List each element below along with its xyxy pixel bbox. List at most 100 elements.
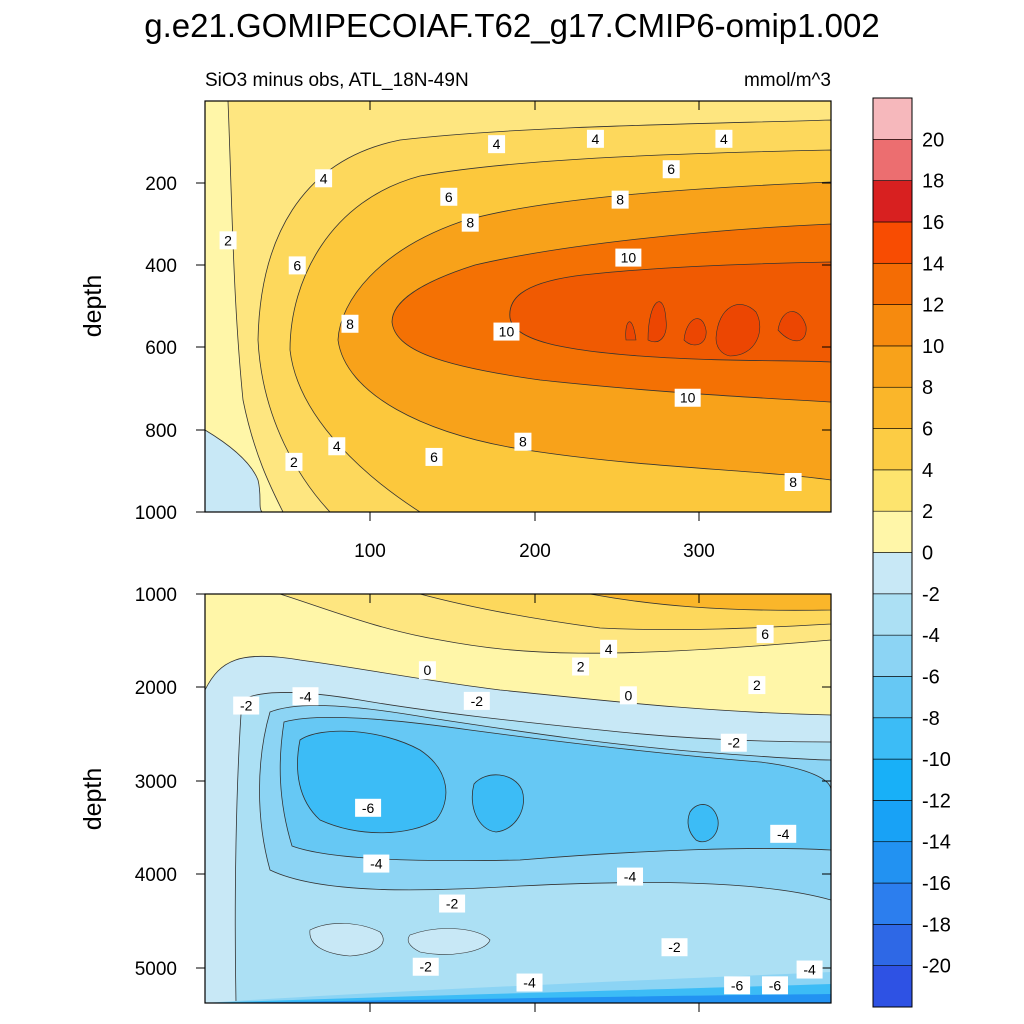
upper-panel: SiO3 minus obs, ATL_18N-49N mmol/m^3 200… (79, 70, 832, 562)
contour-label-bg (661, 938, 688, 957)
colorbar-segment (872, 469, 913, 512)
contour-label: -4 (299, 688, 312, 704)
contour-label-bg (796, 960, 823, 979)
lower-deep-lobe-b (407, 928, 491, 955)
colorbar-tick-label: 10 (922, 336, 944, 358)
colorbar-tick-label: -6 (922, 666, 940, 688)
colorbar-segment (872, 841, 913, 884)
contour-label-bg (439, 894, 466, 913)
contour-label: 4 (493, 136, 501, 152)
contour-label-bg (463, 691, 490, 710)
lower-ytick-label: 4000 (135, 865, 177, 886)
colorbar-segment (872, 593, 913, 636)
lower-level-minus10tominus8-b (471, 774, 524, 833)
colorbar-segment (872, 924, 913, 966)
lower-y-axis-title: depth (79, 768, 107, 831)
colorbar-segment (872, 386, 913, 429)
upper-ytick-label: 400 (145, 256, 177, 277)
colorbar-tick-label: 14 (922, 253, 944, 275)
contour-label-bg (748, 676, 766, 695)
contour-label: 10 (680, 390, 696, 406)
contour-label-bg (341, 314, 359, 333)
contour-label: -2 (471, 693, 484, 709)
colorbar-tick-label: 16 (922, 212, 944, 234)
contour-label: 0 (624, 687, 632, 703)
contour-label-bg (770, 824, 797, 843)
colorbar-tick-label: -20 (922, 956, 951, 978)
upper-ytick-label: 600 (145, 338, 177, 359)
contour-label: -4 (624, 869, 637, 885)
contour-label-bg (288, 256, 306, 275)
contour-label: 2 (290, 454, 298, 470)
contour-label-bg (615, 248, 642, 267)
contour-label-bg (784, 472, 802, 491)
colorbar-tick-label: 12 (922, 295, 944, 317)
colorbar: 20181614121086420-2-4-6-8-10-12-14-16-18… (872, 97, 951, 1008)
contour-label-bg (611, 190, 629, 209)
lower-ytick-label: 5000 (135, 959, 177, 980)
lower-bottom-band-3 (205, 994, 831, 1003)
contour-label-bg (461, 213, 479, 232)
contour-label: -4 (803, 962, 816, 978)
contour-label-bg (315, 169, 333, 188)
lower-panel: 1000 2000 3000 4000 5000 depth 6 4 2 0 2 0 -4 -… (79, 585, 832, 1012)
contour-label: -6 (731, 977, 744, 993)
contour-label: -2 (240, 698, 253, 714)
colorbar-segment (872, 304, 913, 347)
colorbar-segment (872, 345, 913, 388)
upper-xtick-label: 100 (354, 541, 386, 562)
contour-label: -2 (446, 896, 459, 912)
upper-xtick-label: 200 (519, 541, 551, 562)
contour-label: -6 (362, 800, 375, 816)
upper-x-axis: 100 200 300 (354, 101, 715, 562)
colorbar-tick-label: -16 (922, 873, 951, 895)
contour-label: 4 (320, 170, 328, 186)
upper-xtick-label: 300 (683, 541, 715, 562)
colorbar-tick-label: 6 (922, 419, 933, 441)
upper-ytick-label: 200 (145, 174, 177, 195)
contour-label-bg (219, 231, 237, 250)
contour-label: 4 (720, 131, 728, 147)
contour-label: 8 (519, 434, 527, 450)
contour-label: 8 (789, 474, 797, 490)
colorbar-segment (872, 717, 913, 760)
contour-label-bg (418, 661, 436, 680)
colorbar-segment (872, 97, 913, 140)
upper-negative-region (205, 429, 263, 512)
contour-label: 2 (224, 232, 232, 248)
contour-label-bg (617, 867, 644, 886)
colorbar-segment (872, 552, 913, 595)
contour-label: 8 (616, 192, 624, 208)
colorbar-tick-label: -2 (922, 584, 940, 606)
contour-label-bg (425, 447, 443, 466)
lower-level-minus10tominus8-c (687, 804, 719, 843)
lower-level-minus10tominus8-a (297, 730, 447, 834)
upper-ytick-label: 800 (145, 421, 177, 442)
contour-label-bg (285, 452, 303, 471)
contour-label-bg (516, 973, 543, 992)
contour-label-bg (328, 437, 346, 456)
contour-label: 6 (667, 161, 675, 177)
contour-label-bg (412, 957, 439, 976)
colorbar-tick-label: -4 (922, 625, 940, 647)
colorbar-segment (872, 428, 913, 471)
contour-label-bg (292, 687, 319, 706)
contour-label-bg (720, 733, 747, 752)
colorbar-segment (872, 139, 913, 181)
contour-label-bg (363, 854, 390, 873)
colorbar-segment (872, 634, 913, 677)
lower-contour-field (205, 594, 831, 1003)
colorbar-frame (872, 97, 913, 1008)
colorbar-segment (872, 758, 913, 801)
lower-y-axis: 1000 2000 3000 4000 5000 depth (79, 585, 831, 980)
contour-label: -4 (777, 826, 790, 842)
colorbar-segment (872, 510, 913, 553)
contour-label: -4 (370, 856, 383, 872)
lower-x-axis (369, 594, 700, 1012)
contour-label: -4 (523, 975, 536, 991)
colorbar-tick-label: -18 (922, 914, 951, 936)
contour-label: 10 (621, 250, 637, 266)
colorbar-segment (872, 676, 913, 719)
contour-label-bg (619, 686, 637, 705)
colorbar-tick-label: -12 (922, 790, 951, 812)
